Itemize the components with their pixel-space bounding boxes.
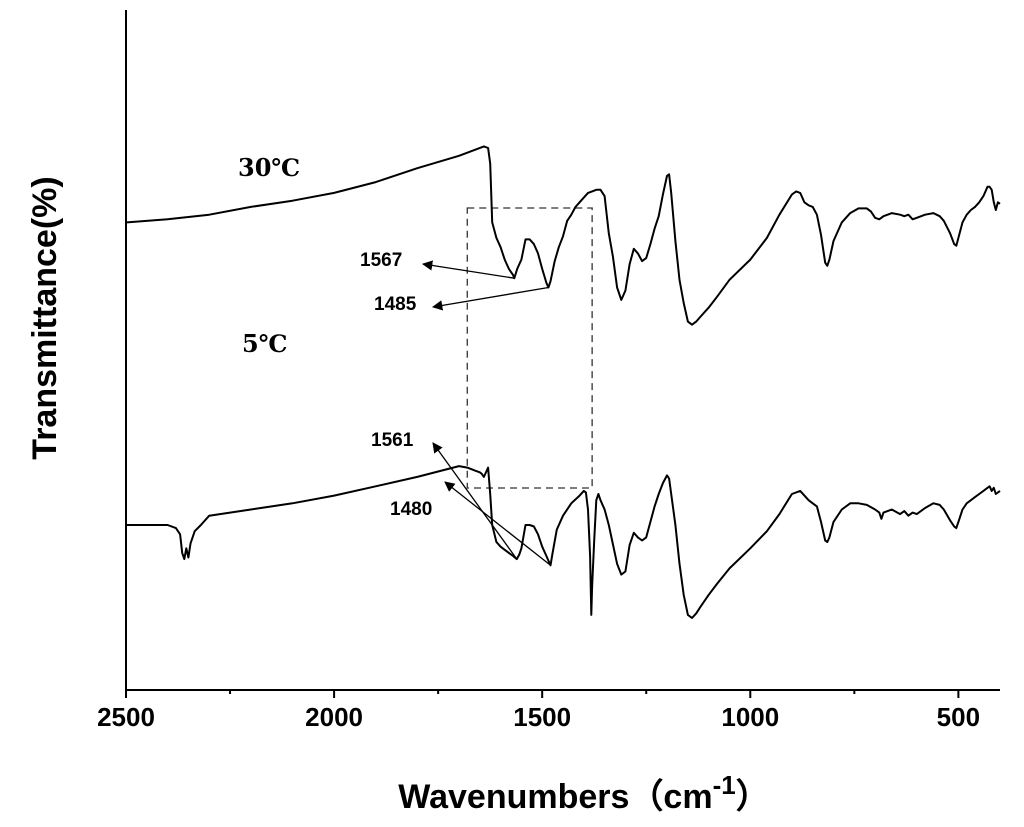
y-axis-title: Transmittance(%) xyxy=(26,176,64,459)
highlight-box xyxy=(466,207,593,489)
x-axis-title-main: Wavenumbers（cm xyxy=(398,777,712,816)
annotation-arrow-1561 xyxy=(432,442,518,560)
annotation-label-1561: 1561 xyxy=(371,430,414,451)
x-axis-title: Wavenumbers（cm-1） xyxy=(398,770,769,816)
annotation-label-1567: 1567 xyxy=(360,250,402,271)
annotation-arrow-1485 xyxy=(431,286,549,311)
series-label-5c: 5℃ xyxy=(242,329,287,358)
annotation-label-1485: 1485 xyxy=(374,294,417,315)
annotation-layer: 1567 1485 1561 1480 xyxy=(360,250,551,566)
annotation-arrow-1567 xyxy=(421,260,515,279)
series-layer xyxy=(125,145,1001,619)
series-line-1 xyxy=(126,465,1001,619)
x-axis-title-close: ） xyxy=(736,777,770,816)
series-line-0 xyxy=(125,145,1001,326)
x-tick-label: 1000 xyxy=(721,702,779,732)
x-ticks: 2500 2000 1500 1000 500 xyxy=(97,690,980,732)
annotation-label-1480: 1480 xyxy=(390,499,432,520)
x-tick-label: 2000 xyxy=(305,702,363,732)
x-tick-label: 2500 xyxy=(97,702,155,732)
highlight-box-layer xyxy=(466,207,593,489)
annotation-arrow-1480 xyxy=(444,481,551,566)
x-tick-label: 1500 xyxy=(513,702,571,732)
series-label-30c: 30℃ xyxy=(238,153,300,182)
x-axis-title-sup: -1 xyxy=(713,770,736,800)
x-tick-label: 500 xyxy=(937,702,980,732)
